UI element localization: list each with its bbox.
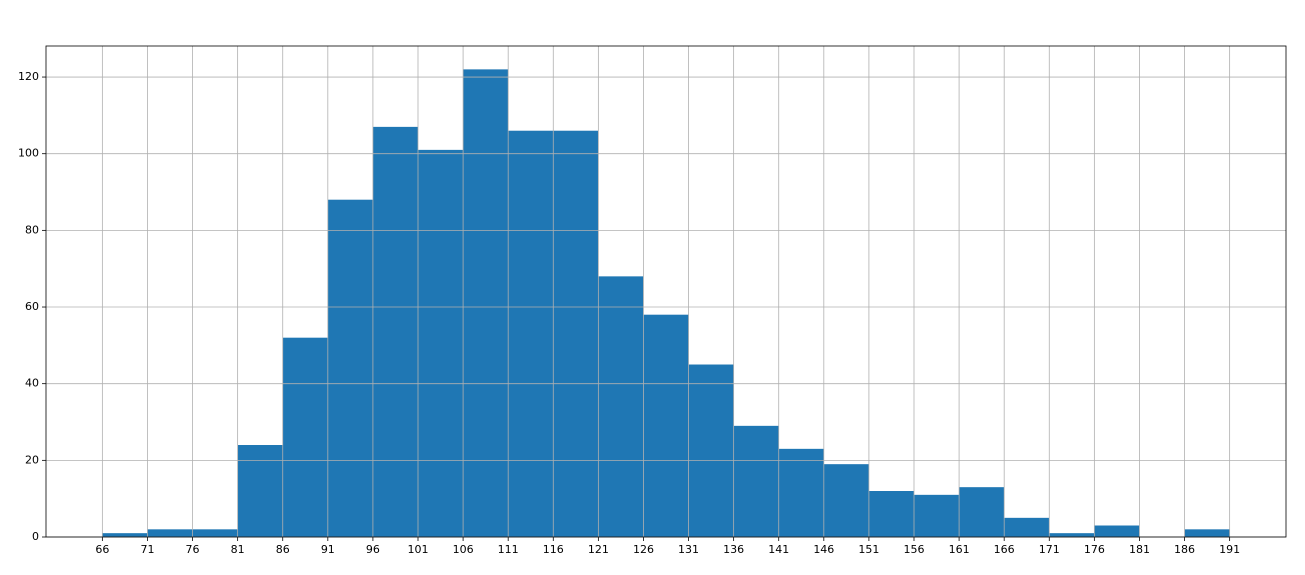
x-tick-label: 186 bbox=[1174, 543, 1195, 556]
x-tick-label: 96 bbox=[366, 543, 380, 556]
x-tick-label: 181 bbox=[1129, 543, 1150, 556]
x-tick-label: 136 bbox=[723, 543, 744, 556]
bar bbox=[418, 149, 464, 538]
bar bbox=[778, 448, 824, 537]
x-tick-label: 101 bbox=[408, 543, 429, 556]
x-tick-label: 81 bbox=[231, 543, 245, 556]
bar bbox=[1184, 529, 1230, 537]
x-tick-label: 111 bbox=[498, 543, 519, 556]
bar bbox=[868, 491, 914, 537]
x-tick-label: 106 bbox=[453, 543, 474, 556]
x-tick-label: 191 bbox=[1219, 543, 1240, 556]
x-tick-label: 166 bbox=[994, 543, 1015, 556]
x-tick-label: 156 bbox=[904, 543, 925, 556]
bar bbox=[823, 464, 869, 537]
x-tick-label: 171 bbox=[1039, 543, 1060, 556]
x-tick-label: 76 bbox=[186, 543, 200, 556]
x-tick-label: 121 bbox=[588, 543, 609, 556]
x-tick-label: 86 bbox=[276, 543, 290, 556]
x-tick-label: 71 bbox=[140, 543, 154, 556]
bar bbox=[553, 130, 599, 537]
y-tick-label: 20 bbox=[25, 453, 39, 466]
y-tick-label: 80 bbox=[25, 223, 39, 236]
bar bbox=[688, 364, 734, 537]
bar bbox=[463, 69, 509, 537]
x-tick-label: 91 bbox=[321, 543, 335, 556]
y-tick-label: 120 bbox=[18, 70, 39, 83]
x-tick-label: 66 bbox=[95, 543, 109, 556]
bar bbox=[959, 487, 1005, 537]
bar bbox=[1094, 525, 1140, 537]
bar bbox=[372, 126, 418, 538]
bar bbox=[914, 494, 960, 537]
x-tick-label: 126 bbox=[633, 543, 654, 556]
bar bbox=[282, 337, 328, 537]
bar bbox=[643, 314, 689, 537]
bar bbox=[508, 130, 554, 537]
x-tick-label: 146 bbox=[813, 543, 834, 556]
bar bbox=[733, 425, 779, 537]
bar bbox=[598, 276, 644, 537]
y-tick-label: 100 bbox=[18, 147, 39, 160]
bar bbox=[1004, 517, 1050, 537]
x-tick-label: 161 bbox=[949, 543, 970, 556]
bar bbox=[1049, 533, 1095, 537]
bar bbox=[192, 529, 238, 537]
x-tick-label: 176 bbox=[1084, 543, 1105, 556]
y-tick-label: 40 bbox=[25, 377, 39, 390]
bar bbox=[102, 533, 148, 537]
bar bbox=[237, 445, 283, 537]
y-tick-label: 0 bbox=[32, 530, 39, 543]
bar bbox=[327, 199, 373, 537]
bar bbox=[147, 529, 193, 537]
bars bbox=[102, 69, 1230, 538]
x-tick-label: 151 bbox=[858, 543, 879, 556]
plot-frame bbox=[45, 45, 1287, 538]
x-tick-label: 141 bbox=[768, 543, 789, 556]
x-tick-label: 131 bbox=[678, 543, 699, 556]
x-tick-label: 116 bbox=[543, 543, 564, 556]
y-tick-label: 60 bbox=[25, 300, 39, 313]
